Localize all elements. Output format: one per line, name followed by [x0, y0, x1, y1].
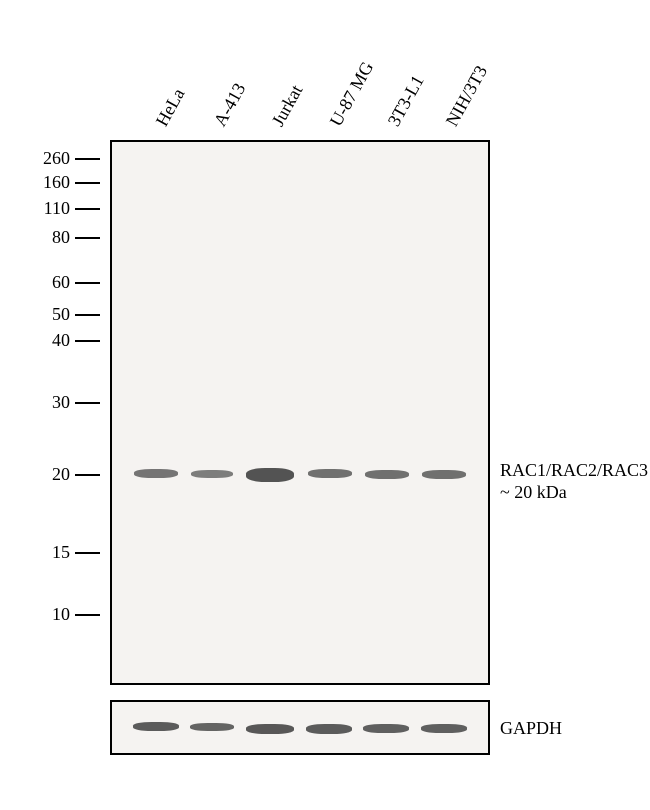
- band: [422, 470, 466, 479]
- band: [306, 724, 352, 734]
- mw-tick: [75, 552, 100, 554]
- band: [134, 469, 178, 478]
- band: [133, 722, 179, 731]
- mw-label: 110: [30, 198, 70, 219]
- mw-tick: [75, 158, 100, 160]
- band: [421, 724, 467, 733]
- mw-label: 15: [30, 542, 70, 563]
- band: [190, 723, 234, 731]
- band: [308, 469, 352, 478]
- loading-band-row: [112, 722, 488, 734]
- mw-label: 30: [30, 392, 70, 413]
- band: [246, 724, 294, 734]
- lane-label: HeLa: [152, 85, 190, 130]
- mw-label: 260: [30, 148, 70, 169]
- loading-control-label: GAPDH: [500, 718, 562, 739]
- mw-label: 50: [30, 304, 70, 325]
- western-blot-figure: HeLa A-413 Jurkat U-87 MG 3T3-L1 NIH/3T3…: [20, 20, 630, 790]
- band: [246, 468, 294, 482]
- mw-tick: [75, 340, 100, 342]
- lane-label: 3T3-L1: [384, 72, 429, 130]
- mw-label: 20: [30, 464, 70, 485]
- mw-tick: [75, 314, 100, 316]
- mw-label: 80: [30, 227, 70, 248]
- blot-main-panel: [110, 140, 490, 685]
- mw-tick: [75, 237, 100, 239]
- mw-tick: [75, 402, 100, 404]
- mw-label: 40: [30, 330, 70, 351]
- band: [191, 470, 233, 478]
- blot-loading-panel: [110, 700, 490, 755]
- band: [365, 470, 409, 479]
- band: [363, 724, 409, 733]
- mw-tick: [75, 182, 100, 184]
- lane-label: Jurkat: [268, 81, 308, 130]
- lane-label: U-87 MG: [326, 58, 379, 130]
- target-band-row: [112, 468, 488, 482]
- target-protein-label: RAC1/RAC2/RAC3: [500, 460, 648, 481]
- lane-label: NIH/3T3: [442, 62, 492, 130]
- mw-tick: [75, 208, 100, 210]
- mw-tick: [75, 474, 100, 476]
- mw-label: 60: [30, 272, 70, 293]
- target-size-label: ~ 20 kDa: [500, 482, 567, 503]
- lane-label: A-413: [210, 80, 251, 130]
- mw-tick: [75, 614, 100, 616]
- mw-label: 160: [30, 172, 70, 193]
- mw-tick: [75, 282, 100, 284]
- mw-label: 10: [30, 604, 70, 625]
